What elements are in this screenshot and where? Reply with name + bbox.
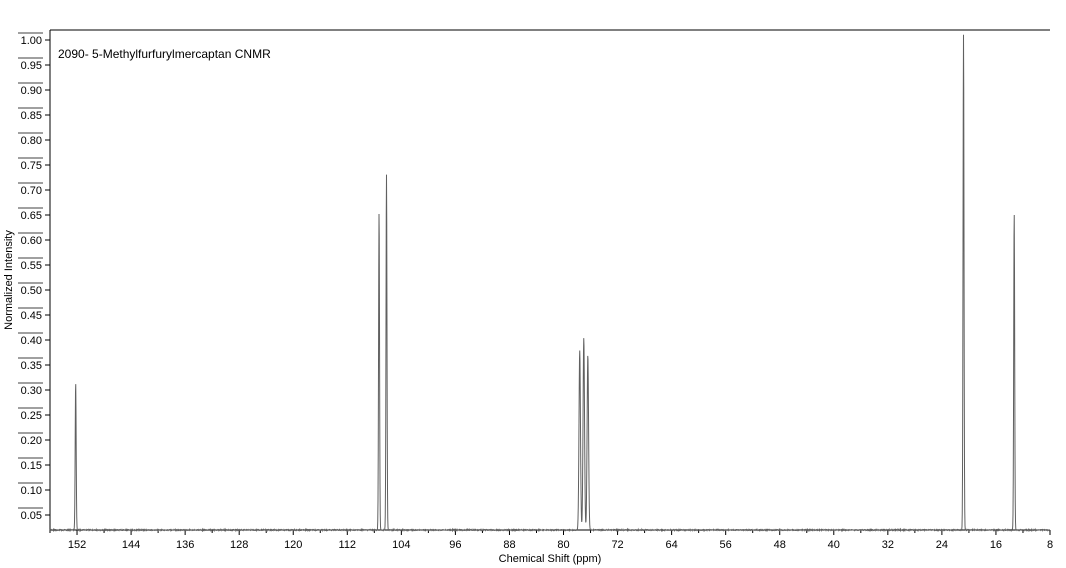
x-tick-label: 88 <box>503 539 515 551</box>
y-tick-label: 0.50 <box>21 285 42 297</box>
x-tick-label: 136 <box>176 539 194 551</box>
y-tick-label: 0.75 <box>21 160 42 172</box>
chart-background <box>0 0 1066 568</box>
x-tick-label: 72 <box>611 539 623 551</box>
y-tick-label: 0.95 <box>21 60 42 72</box>
y-tick-label: 0.05 <box>21 510 42 522</box>
x-tick-label: 80 <box>557 539 569 551</box>
y-tick-label: 0.30 <box>21 385 42 397</box>
x-axis-label: Chemical Shift (ppm) <box>499 553 602 565</box>
y-tick-label: 0.20 <box>21 435 42 447</box>
x-tick-label: 8 <box>1047 539 1053 551</box>
y-tick-label: 0.90 <box>21 85 42 97</box>
y-tick-label: 0.45 <box>21 310 42 322</box>
x-tick-label: 104 <box>392 539 410 551</box>
y-tick-label: 0.15 <box>21 460 42 472</box>
x-tick-label: 64 <box>665 539 677 551</box>
x-tick-label: 48 <box>774 539 786 551</box>
y-tick-label: 1.00 <box>21 35 42 47</box>
x-tick-label: 32 <box>882 539 894 551</box>
x-tick-label: 40 <box>828 539 840 551</box>
x-tick-label: 128 <box>230 539 248 551</box>
y-tick-label: 0.80 <box>21 135 42 147</box>
x-tick-label: 56 <box>720 539 732 551</box>
x-tick-label: 112 <box>339 539 357 551</box>
y-tick-label: 0.55 <box>21 260 42 272</box>
y-tick-label: 0.60 <box>21 235 42 247</box>
x-tick-label: 96 <box>449 539 461 551</box>
y-tick-label: 0.35 <box>21 360 42 372</box>
nmr-chart-container: 0.05 0.10 0.15 0.20 0.25 0.30 0.35 0.40 0.45 0.50… <box>0 0 1066 568</box>
x-tick-label: 144 <box>122 539 140 551</box>
y-tick-label: 0.25 <box>21 410 42 422</box>
y-axis-label: Normalized Intensity <box>3 230 15 330</box>
x-tick-label: 16 <box>990 539 1002 551</box>
chart-title: 2090- 5-Methylfurfurylmercaptan CNMR <box>58 47 271 61</box>
y-tick-label: 0.10 <box>21 485 42 497</box>
y-tick-label: 0.70 <box>21 185 42 197</box>
y-tick-label: 0.85 <box>21 110 42 122</box>
y-tick-label: 0.65 <box>21 210 42 222</box>
x-tick-label: 24 <box>936 539 948 551</box>
x-tick-label: 120 <box>284 539 302 551</box>
nmr-spectrum-svg: 0.05 0.10 0.15 0.20 0.25 0.30 0.35 0.40 0.45 0.50… <box>0 0 1066 568</box>
y-tick-label: 0.40 <box>21 335 42 347</box>
x-tick-label: 152 <box>68 539 86 551</box>
